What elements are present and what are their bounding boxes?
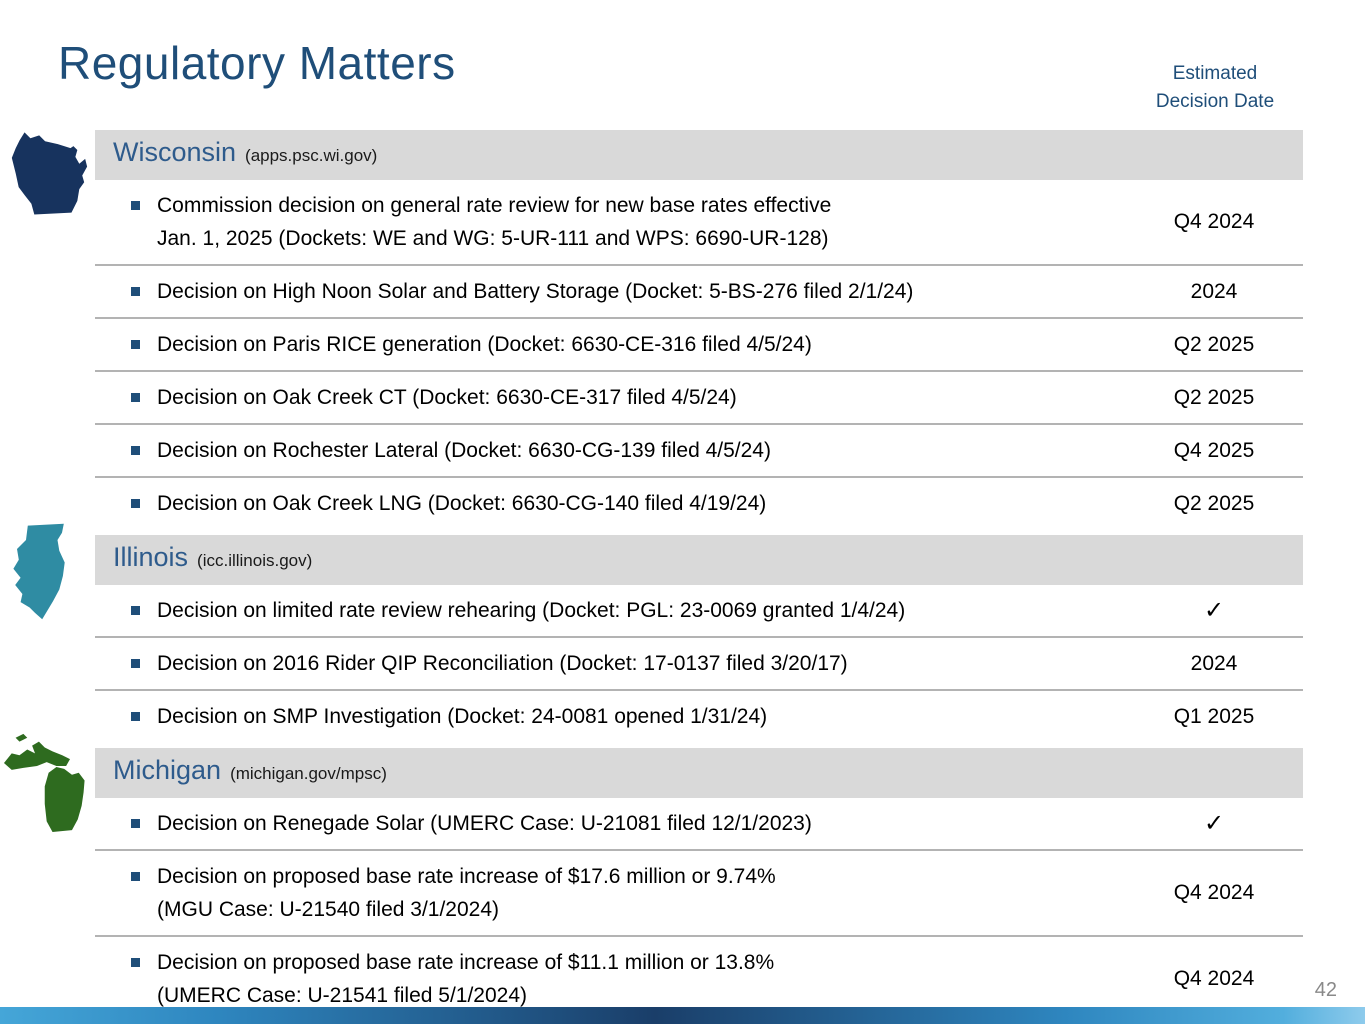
decision-date: Q4 2025 bbox=[1173, 438, 1255, 462]
item-text: Decision on High Noon Solar and Battery … bbox=[157, 280, 914, 303]
decision-date: Q4 2024 bbox=[1173, 881, 1255, 904]
state-name: Wisconsin bbox=[113, 137, 237, 167]
item-text: Commission decision on general rate revi… bbox=[157, 194, 832, 217]
item-text: Decision on proposed base rate increase … bbox=[157, 865, 776, 888]
illinois-state-icon bbox=[13, 523, 65, 620]
bullet-icon bbox=[131, 712, 140, 721]
table-row: Decision on proposed base rate increase … bbox=[95, 851, 1303, 937]
decision-date: Q2 2025 bbox=[1173, 332, 1255, 356]
table-row: Decision on proposed base rate increase … bbox=[95, 937, 1303, 1021]
decision-date: Q2 2025 bbox=[1173, 385, 1255, 409]
table-row: Decision on 2016 Rider QIP Reconciliatio… bbox=[95, 638, 1303, 691]
item-text: Decision on limited rate review rehearin… bbox=[157, 599, 906, 622]
column-header-line2: Decision Date bbox=[1155, 91, 1275, 112]
bullet-icon bbox=[131, 872, 140, 881]
table-row: Decision on Paris RICE generation (Docke… bbox=[95, 319, 1303, 372]
table-row: Decision on High Noon Solar and Battery … bbox=[95, 266, 1303, 319]
table-row: Decision on limited rate review rehearin… bbox=[95, 585, 1303, 638]
page-number: 42 bbox=[1314, 979, 1337, 1001]
bullet-icon bbox=[131, 659, 140, 668]
table-row: Decision on Renegade Solar (UMERC Case: … bbox=[95, 798, 1303, 851]
item-text: Decision on Renegade Solar (UMERC Case: … bbox=[157, 812, 812, 835]
decision-date: Q2 2025 bbox=[1173, 491, 1255, 515]
decision-date: Q4 2024 bbox=[1173, 210, 1255, 233]
table-row: Decision on Oak Creek CT (Docket: 6630-C… bbox=[95, 372, 1303, 425]
footer-accent-bar bbox=[0, 1007, 1365, 1024]
item-text: Decision on Oak Creek LNG (Docket: 6630-… bbox=[157, 492, 767, 515]
decision-date: Q4 2024 bbox=[1173, 967, 1255, 990]
item-text: Decision on SMP Investigation (Docket: 2… bbox=[157, 705, 768, 728]
table-row: Decision on Rochester Lateral (Docket: 6… bbox=[95, 425, 1303, 478]
state-website: (icc.illinois.gov) bbox=[197, 551, 313, 570]
item-text: Decision on Paris RICE generation (Docke… bbox=[157, 333, 812, 356]
wisconsin-state-icon bbox=[11, 132, 88, 215]
state-website: (michigan.gov/mpsc) bbox=[230, 764, 387, 783]
bullet-icon bbox=[131, 287, 140, 296]
table-row: Decision on Oak Creek LNG (Docket: 6630-… bbox=[95, 478, 1303, 529]
decision-date: 2024 bbox=[1190, 651, 1238, 675]
state-website: (apps.psc.wi.gov) bbox=[245, 146, 378, 165]
bullet-icon bbox=[131, 340, 140, 349]
section-header-wisconsin: Wisconsin (apps.psc.wi.gov) bbox=[95, 130, 1303, 180]
bullet-icon bbox=[131, 606, 140, 615]
state-name: Michigan bbox=[113, 755, 222, 785]
bullet-icon bbox=[131, 499, 140, 508]
decision-complete-checkmark: ✓ bbox=[1203, 810, 1225, 837]
column-header-line1: Estimated bbox=[1172, 63, 1258, 84]
decision-complete-checkmark: ✓ bbox=[1203, 597, 1225, 624]
bullet-icon bbox=[131, 201, 140, 210]
page-title: Regulatory Matters bbox=[58, 37, 456, 89]
item-text: Jan. 1, 2025 (Dockets: WE and WG: 5-UR-1… bbox=[157, 227, 829, 250]
table-row: Commission decision on general rate revi… bbox=[95, 180, 1303, 266]
bullet-icon bbox=[131, 446, 140, 455]
decision-date: Q1 2025 bbox=[1173, 704, 1255, 728]
michigan-state-icon bbox=[3, 733, 85, 833]
item-text: Decision on proposed base rate increase … bbox=[157, 951, 775, 974]
bullet-icon bbox=[131, 958, 140, 967]
item-text: (MGU Case: U-21540 filed 3/1/2024) bbox=[157, 898, 499, 921]
item-text: (UMERC Case: U-21541 filed 5/1/2024) bbox=[157, 984, 528, 1007]
item-text: Decision on 2016 Rider QIP Reconciliatio… bbox=[157, 652, 848, 675]
section-header-michigan: Michigan (michigan.gov/mpsc) bbox=[95, 748, 1303, 798]
decision-date: 2024 bbox=[1190, 279, 1238, 303]
bullet-icon bbox=[131, 819, 140, 828]
state-name: Illinois bbox=[113, 542, 189, 572]
item-text: Decision on Rochester Lateral (Docket: 6… bbox=[157, 439, 771, 462]
section-header-illinois: Illinois (icc.illinois.gov) bbox=[95, 535, 1303, 585]
table-row: Decision on SMP Investigation (Docket: 2… bbox=[95, 691, 1303, 742]
regulatory-matters-table: Wisconsin (apps.psc.wi.gov) Commission de… bbox=[95, 130, 1303, 1021]
item-text: Decision on Oak Creek CT (Docket: 6630-C… bbox=[157, 386, 737, 409]
bullet-icon bbox=[131, 393, 140, 402]
estimated-decision-date-column-header: Estimated Decision Date bbox=[1125, 60, 1305, 116]
